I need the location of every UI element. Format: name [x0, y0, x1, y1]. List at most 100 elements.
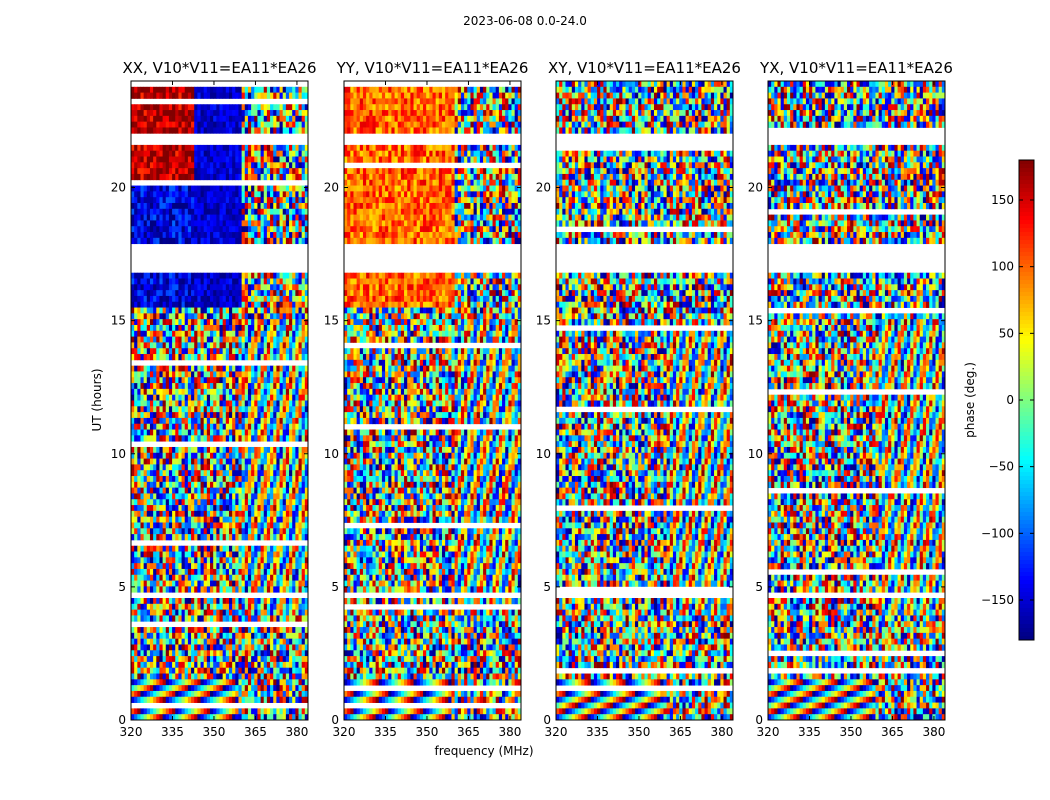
heatmap-cell [194, 191, 198, 198]
heatmap-cell [282, 499, 287, 506]
heatmap-cell [162, 487, 167, 494]
heatmap-cell [146, 487, 151, 494]
heatmap-cell [219, 563, 224, 570]
heatmap-cell [270, 435, 274, 442]
heatmap-cell [225, 446, 230, 454]
heatmap-cell [210, 208, 214, 216]
heatmap-cell [247, 121, 252, 128]
heatmap-cell [295, 476, 299, 483]
heatmap-cell [178, 673, 182, 680]
heatmap-cell [191, 528, 195, 535]
heatmap-cell [162, 92, 167, 99]
heatmap-cell [292, 295, 296, 303]
heatmap-cell [206, 237, 211, 245]
heatmap-cell [279, 598, 284, 605]
heatmap-cell [298, 162, 303, 169]
heatmap-cell [254, 185, 258, 192]
heatmap-cell [162, 563, 167, 570]
heatmap-cell [143, 470, 148, 477]
heatmap-cell [203, 214, 208, 221]
heatmap-cell [238, 348, 243, 355]
heatmap-cell [165, 92, 170, 99]
heatmap-cell [137, 365, 141, 372]
heatmap-cell [162, 412, 167, 419]
heatmap-cell [206, 609, 211, 616]
heatmap-cell [181, 330, 186, 337]
heatmap-cell [244, 446, 249, 454]
heatmap-cell [298, 679, 303, 686]
heatmap-cell [225, 365, 230, 372]
heatmap-cell [216, 307, 220, 314]
heatmap-cell [134, 464, 138, 471]
heatmap-cell [149, 534, 154, 541]
heatmap-cell [251, 92, 255, 99]
heatmap-cell [140, 226, 145, 233]
heatmap-cell [266, 476, 271, 483]
heatmap-cell [194, 493, 198, 500]
heatmap-cell [165, 679, 170, 686]
heatmap-cell [162, 307, 167, 314]
heatmap-cell [175, 632, 179, 640]
heatmap-cell [181, 435, 186, 442]
heatmap-cell [200, 92, 205, 99]
heatmap-cell [301, 615, 306, 622]
heatmap-cell [235, 400, 239, 407]
heatmap-cell [276, 435, 280, 442]
heatmap-cell [276, 110, 280, 117]
heatmap-cell [146, 574, 151, 581]
heatmap-cell [194, 319, 198, 326]
heatmap-cell [225, 458, 230, 465]
heatmap-cell [159, 667, 164, 674]
heatmap-cell [184, 214, 189, 221]
heatmap-cell [238, 638, 243, 645]
heatmap-cell [156, 121, 160, 128]
heatmap-cell [137, 162, 141, 169]
heatmap-cell [168, 394, 173, 401]
heatmap-cell [260, 545, 265, 552]
heatmap-cell [292, 661, 296, 669]
heatmap-cell [203, 226, 208, 233]
heatmap-cell [276, 638, 280, 645]
heatmap-cell [232, 121, 236, 128]
heatmap-cell [162, 104, 167, 111]
heatmap-cell [216, 406, 220, 413]
heatmap-cell [251, 580, 255, 587]
heatmap-cell [298, 661, 303, 669]
heatmap-cell [184, 284, 189, 291]
heatmap-cell [187, 86, 192, 94]
heatmap-cell [235, 557, 239, 564]
heatmap-cell [235, 110, 239, 117]
heatmap-cell [276, 476, 280, 483]
heatmap-cell [263, 110, 268, 117]
heatmap-cell [254, 115, 258, 123]
heatmap-cell [184, 464, 189, 471]
heatmap-cell [131, 388, 135, 396]
heatmap-cell [266, 220, 271, 227]
heatmap-cell [184, 301, 189, 308]
heatmap-cell [168, 557, 173, 564]
heatmap-cell [213, 354, 217, 361]
heatmap-cell [244, 197, 249, 204]
heatmap-cell [143, 644, 148, 651]
heatmap-cell [228, 202, 233, 210]
heatmap-cell [197, 208, 201, 216]
heatmap-cell [270, 377, 274, 384]
heatmap-cell [235, 185, 239, 192]
heatmap-cell [149, 197, 154, 204]
heatmap-cell [165, 388, 170, 396]
heatmap-cell [279, 650, 284, 657]
heatmap-cell [266, 226, 271, 233]
heatmap-cell [131, 435, 135, 442]
heatmap-cell [279, 423, 284, 430]
heatmap-cell [289, 307, 293, 314]
heatmap-cell [304, 278, 309, 285]
heatmap-cell [206, 656, 211, 663]
heatmap-cell [292, 679, 296, 686]
heatmap-cell [247, 586, 252, 593]
heatmap-cell [131, 336, 135, 343]
heatmap-cell [203, 516, 208, 523]
heatmap-cell [165, 598, 170, 605]
heatmap-cell [213, 656, 217, 663]
heatmap-cell [206, 388, 211, 396]
heatmap-cell [213, 377, 217, 384]
